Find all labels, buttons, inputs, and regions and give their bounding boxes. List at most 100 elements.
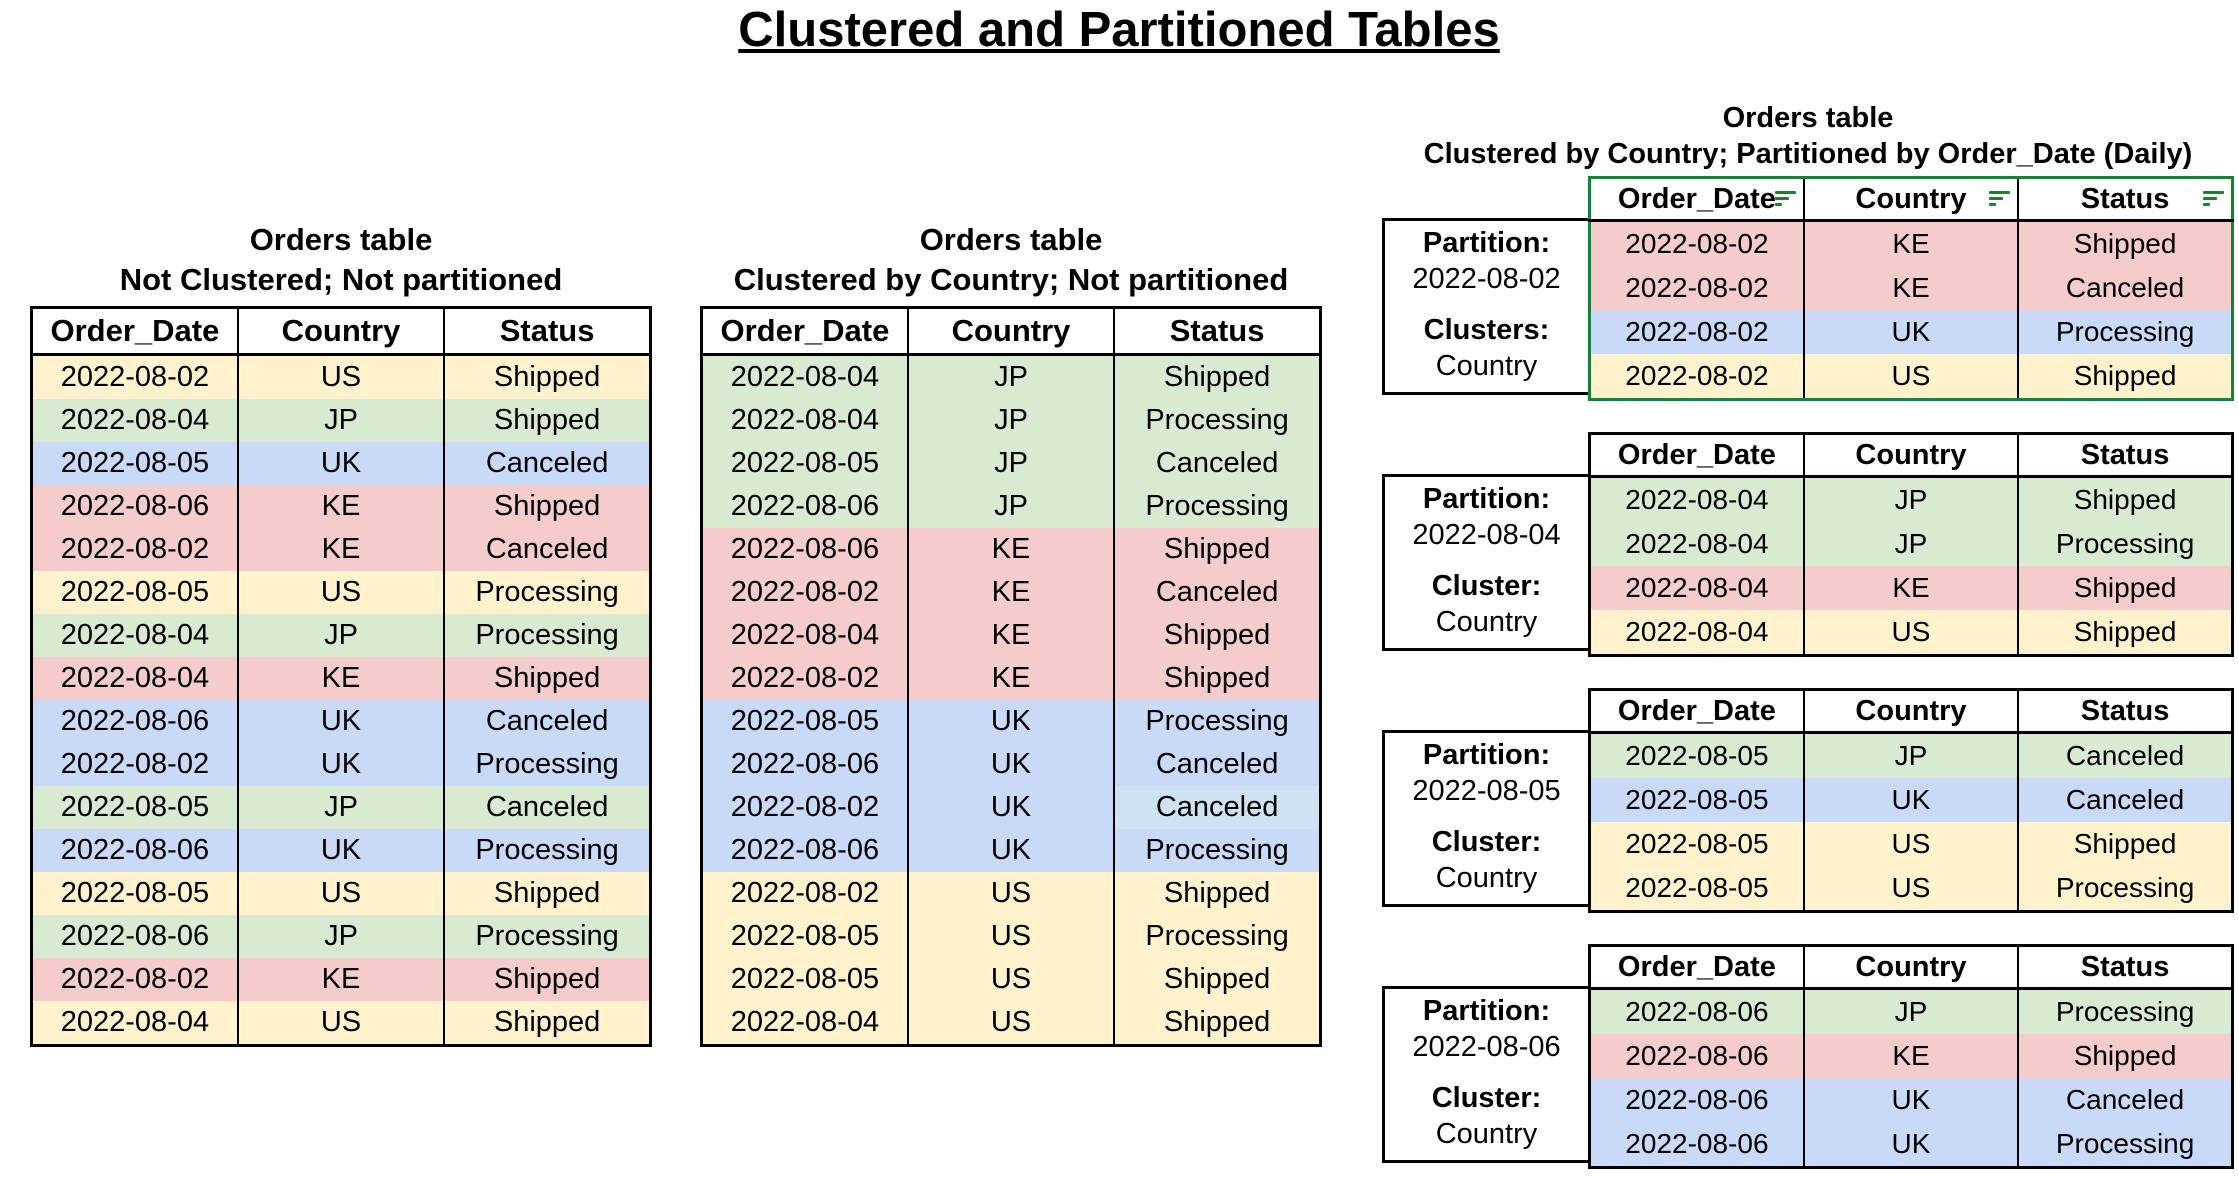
column-header-country: Country bbox=[1802, 688, 2020, 734]
partition-table-host: Order_Date Country Status 2022-08-04 JP Shipp… bbox=[1588, 432, 2234, 657]
partition-value: 2022-08-05 bbox=[1412, 775, 1561, 807]
orders-table-unclustered: Order_Date Country Status 2022-08-02 US Shipp… bbox=[30, 306, 652, 1047]
column-header-status: Status bbox=[2017, 176, 2234, 222]
cluster-value: Country bbox=[1435, 862, 1538, 894]
table-row: 2022-08-05 US Shipped bbox=[1588, 822, 2234, 866]
cell-country: UK bbox=[1802, 1078, 2020, 1122]
cell-country: UK bbox=[236, 829, 446, 872]
cell-order-date: 2022-08-02 bbox=[1588, 354, 1805, 400]
cell-status: Shipped bbox=[1113, 1001, 1322, 1046]
column-header-order-date: Order_Date bbox=[700, 306, 909, 356]
cell-order-date: 2022-08-06 bbox=[1588, 1122, 1805, 1168]
partition-label-box: Partition: 2022-08-05 Cluster: Country bbox=[1382, 730, 1588, 907]
cell-status: Processing bbox=[443, 829, 652, 872]
column-header-order-date: Order_Date bbox=[1588, 944, 1805, 990]
cell-country: KE bbox=[906, 657, 1116, 700]
cell-status: Canceled bbox=[2017, 1078, 2234, 1122]
partition-group-2022-08-06: Partition: 2022-08-06 Cluster: Country Order… bbox=[1382, 944, 2234, 1169]
cell-order-date: 2022-08-06 bbox=[30, 829, 239, 872]
filter-icon-bar bbox=[1989, 191, 2011, 194]
cell-status: Shipped bbox=[1113, 872, 1322, 915]
column-header-label: Country bbox=[1855, 182, 1967, 215]
cell-status: Canceled bbox=[1113, 743, 1322, 786]
column-header-status: Status bbox=[2017, 432, 2234, 478]
cell-country: UK bbox=[236, 700, 446, 743]
cell-order-date: 2022-08-04 bbox=[30, 399, 239, 442]
cell-country: UK bbox=[1802, 778, 2020, 822]
cell-status: Processing bbox=[1113, 399, 1322, 442]
cell-country: KE bbox=[236, 657, 446, 700]
cell-status: Processing bbox=[1113, 700, 1322, 743]
partition-label-box: Partition: 2022-08-06 Cluster: Country bbox=[1382, 986, 1588, 1163]
column-header-label: Status bbox=[1169, 313, 1265, 348]
table-row: 2022-08-05 UK Canceled bbox=[1588, 778, 2234, 822]
table-row: 2022-08-02 UK Canceled bbox=[700, 786, 1322, 829]
cell-status: Processing bbox=[443, 743, 652, 786]
table-row: 2022-08-05 US Shipped bbox=[700, 958, 1322, 1001]
cell-order-date: 2022-08-05 bbox=[30, 571, 239, 614]
table-row: 2022-08-04 US Shipped bbox=[700, 1001, 1322, 1046]
column-header-order-date: Order_Date bbox=[30, 306, 239, 356]
cell-country: US bbox=[236, 571, 446, 614]
table-subtitle: Clustered by Country; Partitioned by Ord… bbox=[1423, 138, 2193, 170]
partition-label-box: Partition: 2022-08-02 Clusters: Country bbox=[1382, 218, 1588, 395]
header-row: Order_Date Country Status bbox=[1588, 432, 2234, 478]
cell-status: Shipped bbox=[2017, 354, 2234, 400]
table-row: 2022-08-05 UK Processing bbox=[700, 700, 1322, 743]
column-header-label: Order_Date bbox=[1617, 950, 1776, 983]
cell-status: Shipped bbox=[2017, 822, 2234, 866]
header-row: Order_Date Country Status bbox=[1588, 944, 2234, 990]
column-header-label: Country bbox=[281, 313, 401, 348]
filter-icon[interactable] bbox=[2203, 191, 2224, 207]
cluster-value: Country bbox=[1435, 1118, 1538, 1150]
cell-status: Processing bbox=[1113, 485, 1322, 528]
cell-country: JP bbox=[236, 614, 446, 657]
cell-status: Shipped bbox=[443, 354, 652, 399]
table-row: 2022-08-02 KE Shipped bbox=[700, 657, 1322, 700]
filter-icon[interactable] bbox=[1774, 191, 1796, 207]
partition-label: Partition: bbox=[1422, 995, 1551, 1027]
partition-label: Partition: bbox=[1422, 739, 1551, 771]
cell-country: JP bbox=[906, 354, 1116, 399]
column-header-country: Country bbox=[1802, 432, 2020, 478]
cell-order-date: 2022-08-06 bbox=[30, 485, 239, 528]
cell-country: US bbox=[236, 354, 446, 399]
cell-country: KE bbox=[906, 571, 1116, 614]
orders-table: Order_Date Country Status 2022-08-04 JP Shipp… bbox=[700, 306, 1322, 1047]
cluster-info: Cluster: Country bbox=[1385, 824, 1588, 896]
cell-country: JP bbox=[906, 442, 1116, 485]
column-header-label: Status bbox=[2080, 182, 2170, 215]
cell-country: KE bbox=[1802, 220, 2020, 266]
cell-order-date: 2022-08-02 bbox=[1588, 310, 1805, 354]
table-row: 2022-08-06 UK Processing bbox=[700, 829, 1322, 872]
column-header-label: Status bbox=[2080, 694, 2170, 727]
cell-status: Shipped bbox=[443, 485, 652, 528]
cell-order-date: 2022-08-06 bbox=[30, 700, 239, 743]
cell-order-date: 2022-08-05 bbox=[1588, 732, 1805, 778]
page-title: Clustered and Partitioned Tables bbox=[738, 3, 1500, 57]
cell-status: Shipped bbox=[2017, 610, 2234, 656]
cell-order-date: 2022-08-06 bbox=[700, 743, 909, 786]
cell-status: Shipped bbox=[2017, 566, 2234, 610]
table-row: 2022-08-05 JP Canceled bbox=[1588, 732, 2234, 778]
partition-table: Order_Date Country Status 2022-08-05 JP Cance… bbox=[1588, 688, 2234, 913]
partition-table-host: Order_Date Country Status 2022-08-06 JP Proce… bbox=[1588, 944, 2234, 1169]
table-block-partitioned: Orders table Clustered by Country; Parti… bbox=[1382, 100, 2234, 1200]
cell-order-date: 2022-08-04 bbox=[30, 657, 239, 700]
filter-icon[interactable] bbox=[1989, 191, 2011, 207]
cell-status: Processing bbox=[1113, 829, 1322, 872]
table-block-clustered: Orders table Clustered by Country; Not p… bbox=[700, 220, 1322, 1047]
table-row: 2022-08-06 KE Shipped bbox=[1588, 1034, 2234, 1078]
partition-table-host: Order_Date Country Status 2022-08-02 KE Shipp… bbox=[1588, 176, 2234, 401]
table-row: 2022-08-02 UK Processing bbox=[30, 743, 652, 786]
table-row: 2022-08-04 KE Shipped bbox=[700, 614, 1322, 657]
cell-order-date: 2022-08-04 bbox=[30, 614, 239, 657]
cell-order-date: 2022-08-06 bbox=[700, 485, 909, 528]
cell-status: Processing bbox=[443, 915, 652, 958]
partition-value: 2022-08-02 bbox=[1412, 263, 1561, 295]
header-row: Order_Date Country Status bbox=[700, 306, 1322, 356]
filter-icon-bar bbox=[2203, 191, 2224, 194]
cell-order-date: 2022-08-04 bbox=[700, 614, 909, 657]
cell-status: Shipped bbox=[1113, 528, 1322, 571]
table-block-unclustered: Orders table Not Clustered; Not partitio… bbox=[30, 220, 652, 1047]
